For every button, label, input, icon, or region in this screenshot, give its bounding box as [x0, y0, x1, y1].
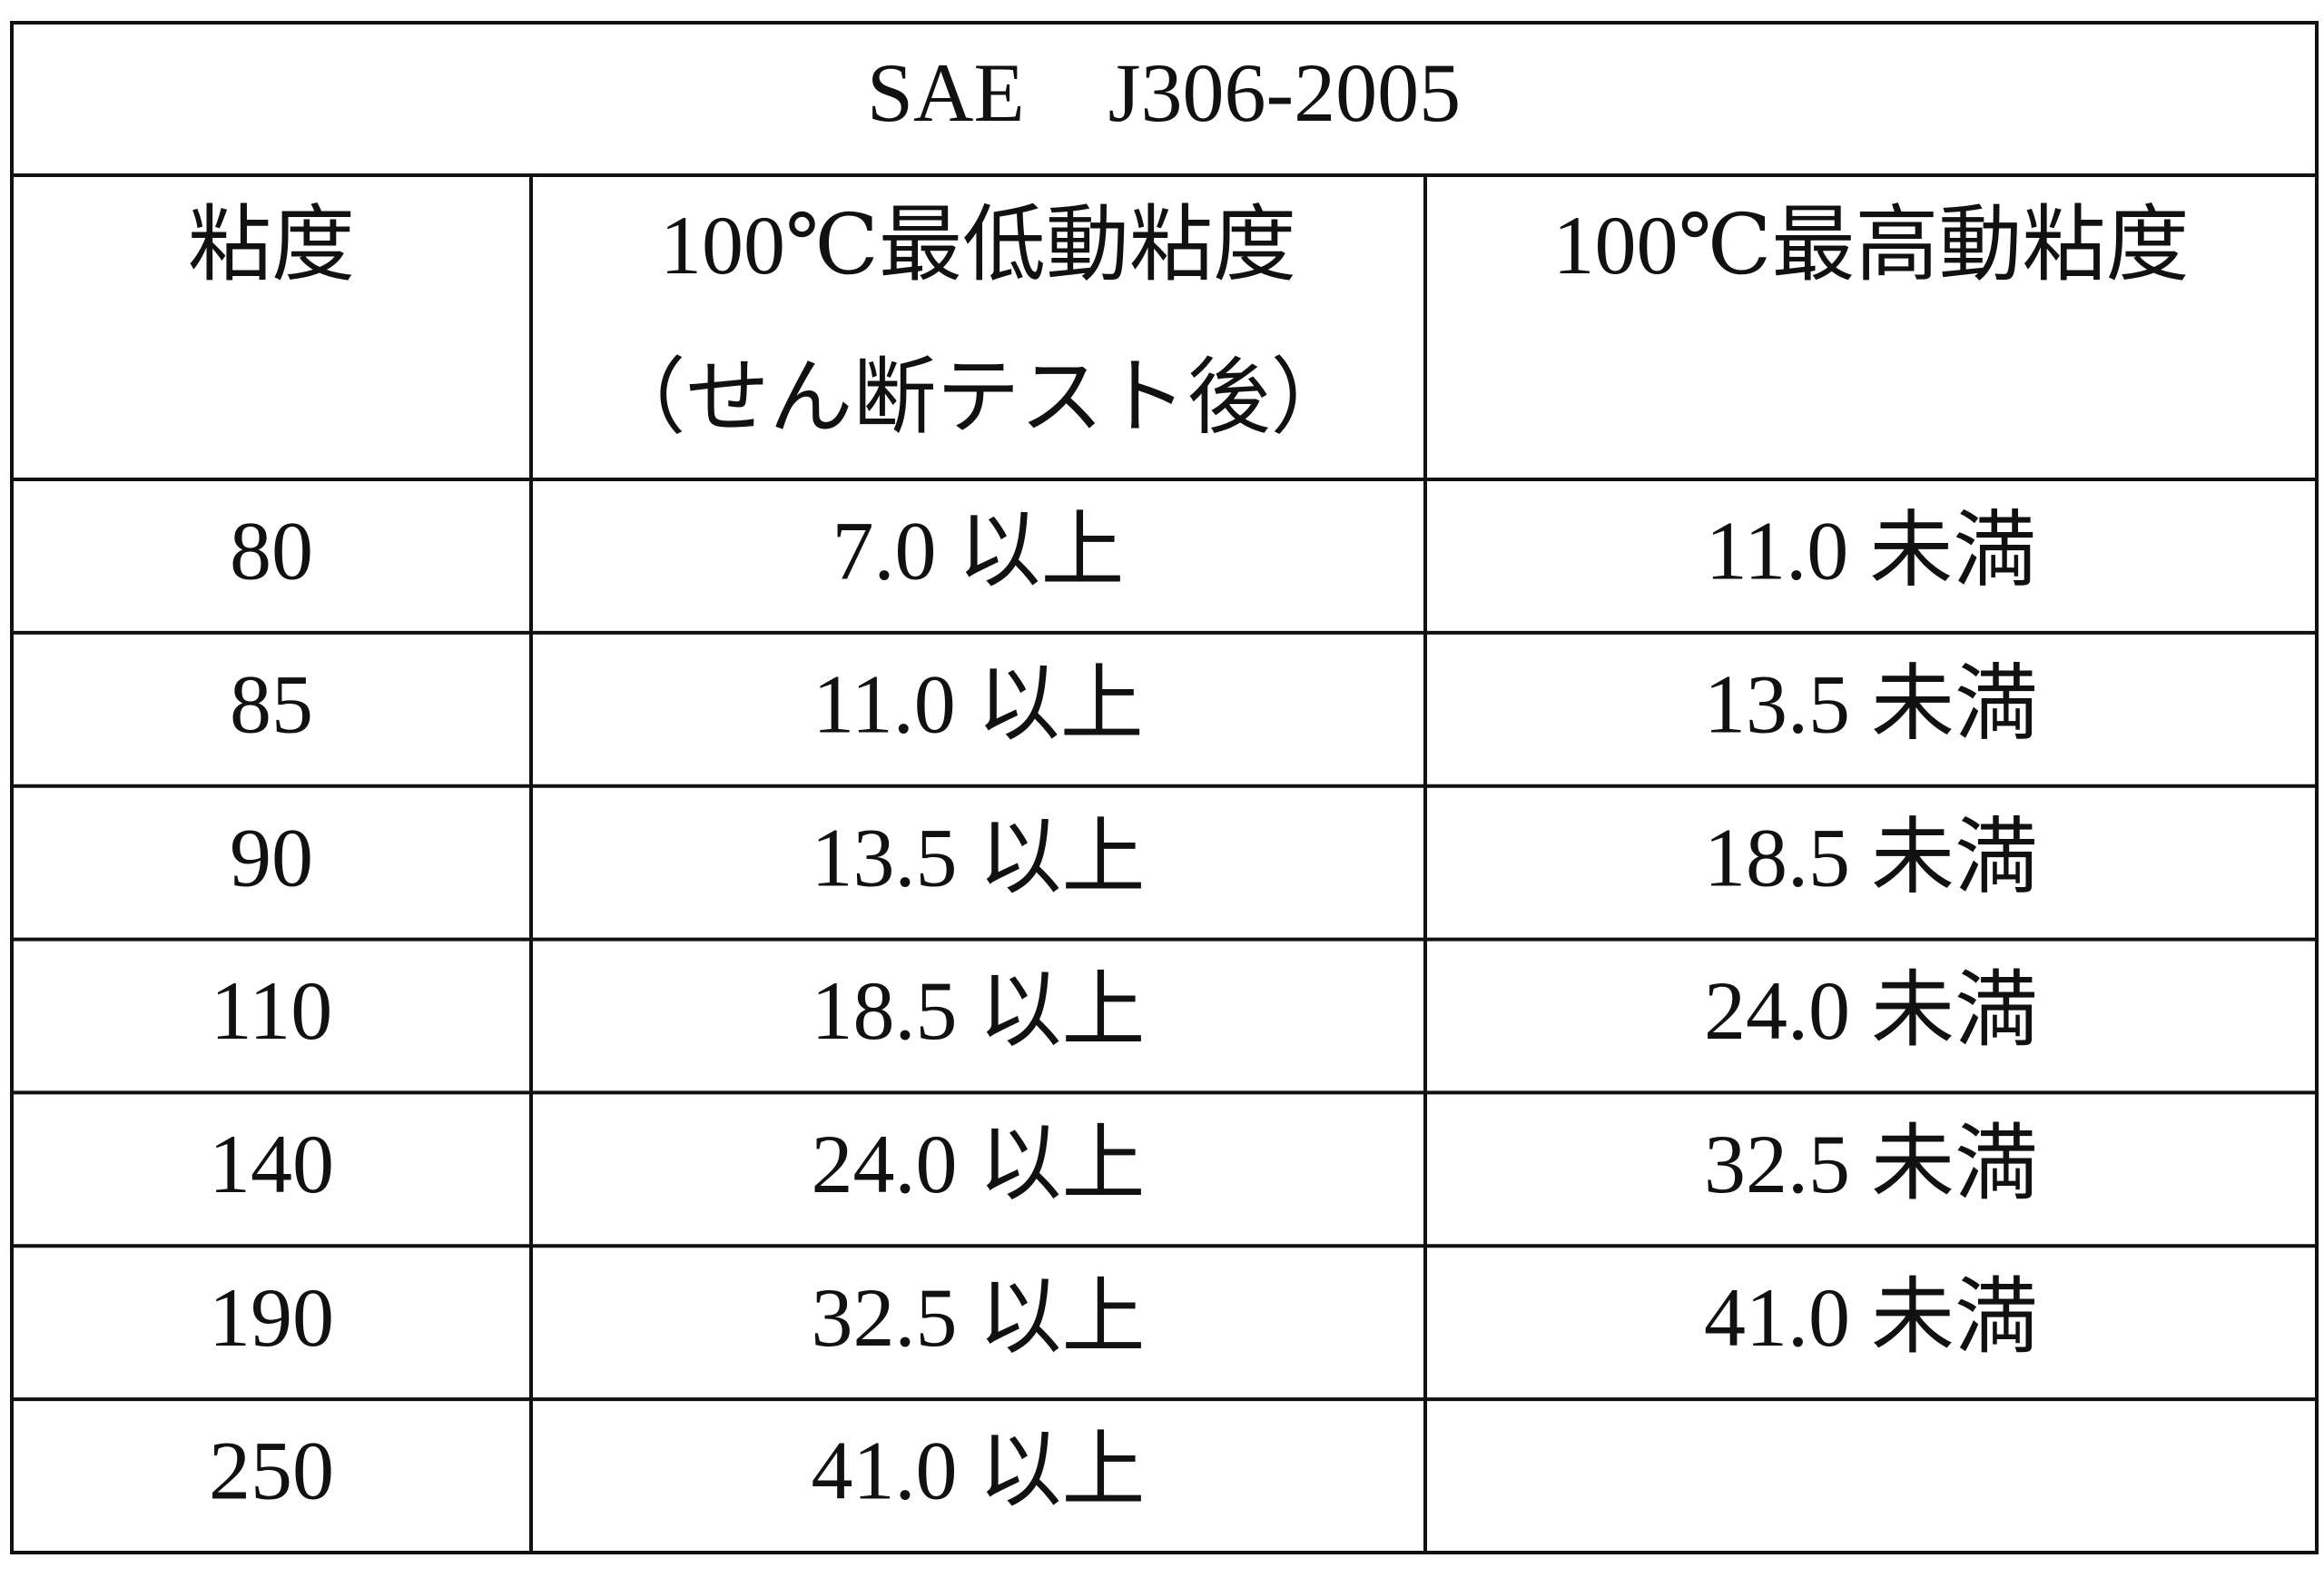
table-cell: 13.5 未満	[1704, 657, 2038, 750]
table-cell: 11.0 以上	[812, 657, 1144, 750]
table-cell: 41.0 以上	[811, 1425, 1145, 1517]
table-cell: 190	[209, 1271, 334, 1364]
table-cell: 24.0 以上	[811, 1118, 1145, 1210]
table-cell: 110	[211, 964, 333, 1057]
table-cell: 140	[209, 1118, 334, 1210]
table-title: SAE J306-2005	[867, 46, 1461, 139]
table-cell: 18.5 以上	[811, 964, 1145, 1057]
table-cell: 24.0 未満	[1704, 964, 2038, 1057]
table-cell: 18.5 未満	[1704, 811, 2038, 903]
table-cell: 90	[230, 811, 313, 903]
table-cell: 85	[230, 657, 313, 750]
table-cell: 32.5 未満	[1704, 1118, 2038, 1210]
table-cell: 32.5 以上	[811, 1271, 1145, 1364]
table-cell: 250	[209, 1425, 334, 1517]
table-cell: 7.0 以上	[832, 505, 1124, 597]
table-cell: 41.0 未満	[1704, 1271, 2038, 1364]
header-cell: 100℃最低動粘度	[660, 199, 1296, 291]
table-cell: 11.0 未満	[1706, 505, 2037, 597]
header-cell: （せん断テスト後）	[602, 351, 1354, 444]
header-cell: 100℃最高動粘度	[1553, 199, 2190, 291]
header-cell: 粘度	[188, 199, 355, 291]
table-cell: 80	[230, 505, 313, 597]
table-cell: 13.5 以上	[811, 811, 1145, 903]
